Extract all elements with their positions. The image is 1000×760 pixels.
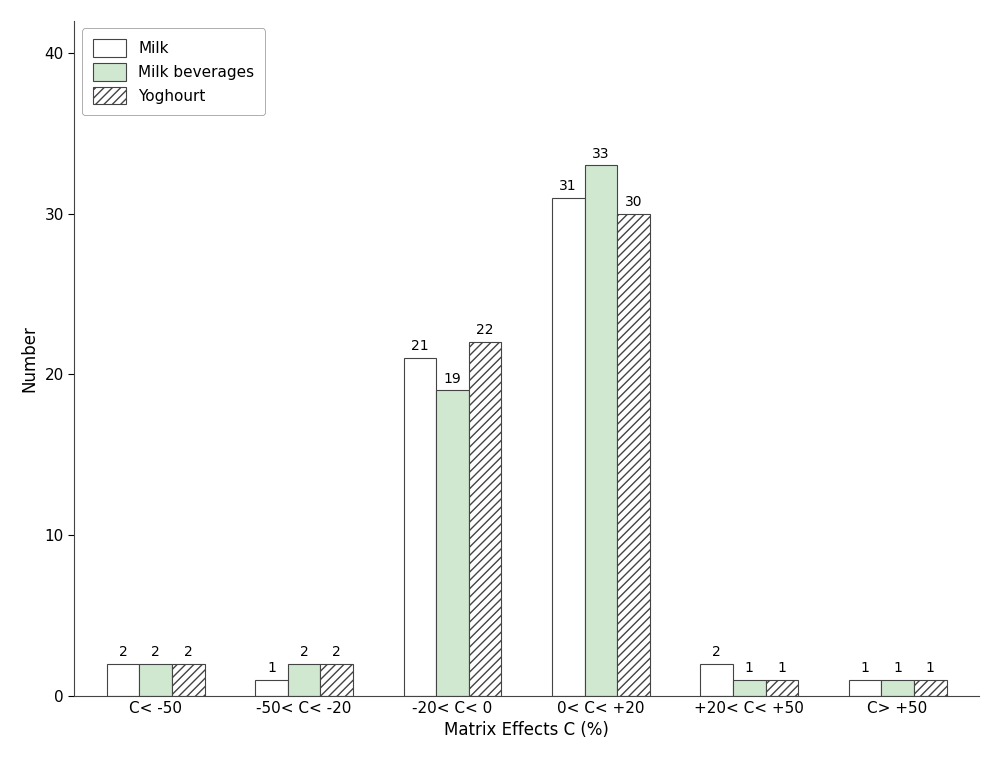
Legend: Milk, Milk beverages, Yoghourt: Milk, Milk beverages, Yoghourt (82, 28, 265, 115)
Bar (700, 663, 733, 695)
Bar (404, 358, 436, 695)
Text: 1: 1 (860, 661, 869, 675)
Text: 21: 21 (411, 340, 429, 353)
Bar (766, 679, 798, 695)
Text: 19: 19 (444, 372, 461, 385)
Text: 2: 2 (119, 644, 128, 659)
Text: 2: 2 (151, 644, 160, 659)
Bar (107, 663, 139, 695)
Bar (733, 679, 766, 695)
Text: 2: 2 (332, 644, 341, 659)
Bar (849, 679, 881, 695)
X-axis label: Matrix Effects C (%): Matrix Effects C (%) (444, 721, 609, 739)
Bar (881, 679, 914, 695)
Text: 1: 1 (267, 661, 276, 675)
Bar (585, 166, 617, 695)
Text: 1: 1 (745, 661, 754, 675)
Text: 1: 1 (893, 661, 902, 675)
Bar (255, 679, 288, 695)
Bar (436, 391, 469, 695)
Bar (288, 663, 320, 695)
Bar (139, 663, 172, 695)
Bar (914, 679, 947, 695)
Bar (617, 214, 650, 695)
Text: 2: 2 (184, 644, 193, 659)
Text: 1: 1 (926, 661, 935, 675)
Bar (469, 342, 501, 695)
Bar (172, 663, 205, 695)
Text: 31: 31 (559, 179, 577, 193)
Y-axis label: Number: Number (21, 325, 39, 391)
Text: 30: 30 (625, 195, 642, 209)
Text: 1: 1 (777, 661, 786, 675)
Text: 22: 22 (476, 324, 494, 337)
Text: 2: 2 (712, 644, 721, 659)
Bar (552, 198, 585, 695)
Bar (320, 663, 353, 695)
Text: 33: 33 (592, 147, 610, 160)
Text: 2: 2 (300, 644, 309, 659)
